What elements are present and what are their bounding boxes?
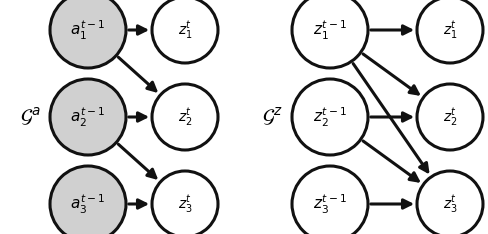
- Text: $z_1^{t}$: $z_1^{t}$: [443, 19, 457, 41]
- Circle shape: [152, 171, 218, 234]
- FancyArrowPatch shape: [363, 141, 418, 181]
- Text: $a_3^{t-1}$: $a_3^{t-1}$: [70, 192, 105, 216]
- Circle shape: [417, 84, 483, 150]
- Text: $z_2^{t-1}$: $z_2^{t-1}$: [313, 105, 347, 129]
- FancyArrowPatch shape: [119, 144, 156, 178]
- Circle shape: [50, 166, 126, 234]
- FancyArrowPatch shape: [371, 26, 411, 34]
- Circle shape: [50, 79, 126, 155]
- FancyArrowPatch shape: [363, 54, 418, 94]
- FancyArrowPatch shape: [129, 26, 146, 34]
- Text: $\mathcal{G}^a$: $\mathcal{G}^a$: [20, 106, 41, 128]
- FancyArrowPatch shape: [129, 113, 146, 121]
- FancyArrowPatch shape: [129, 200, 146, 208]
- Text: $a_2^{t-1}$: $a_2^{t-1}$: [70, 105, 105, 129]
- FancyArrowPatch shape: [371, 113, 411, 121]
- Text: $z_3^{t}$: $z_3^{t}$: [443, 193, 457, 215]
- Text: $z_3^{t-1}$: $z_3^{t-1}$: [313, 192, 347, 216]
- Text: $z_1^{t}$: $z_1^{t}$: [178, 19, 192, 41]
- Text: $z_1^{t-1}$: $z_1^{t-1}$: [313, 18, 347, 42]
- Circle shape: [292, 79, 368, 155]
- Circle shape: [50, 0, 126, 68]
- Text: $z_2^{t}$: $z_2^{t}$: [178, 106, 192, 128]
- Text: $z_2^{t}$: $z_2^{t}$: [443, 106, 457, 128]
- Circle shape: [417, 0, 483, 63]
- Circle shape: [152, 84, 218, 150]
- Circle shape: [152, 0, 218, 63]
- FancyArrowPatch shape: [119, 57, 156, 91]
- Circle shape: [292, 166, 368, 234]
- FancyArrowPatch shape: [353, 64, 428, 172]
- Text: $\mathcal{G}^z$: $\mathcal{G}^z$: [262, 106, 283, 128]
- FancyArrowPatch shape: [371, 200, 411, 208]
- Circle shape: [417, 171, 483, 234]
- Text: $z_3^{t}$: $z_3^{t}$: [178, 193, 192, 215]
- Text: $a_1^{t-1}$: $a_1^{t-1}$: [70, 18, 105, 42]
- Circle shape: [292, 0, 368, 68]
